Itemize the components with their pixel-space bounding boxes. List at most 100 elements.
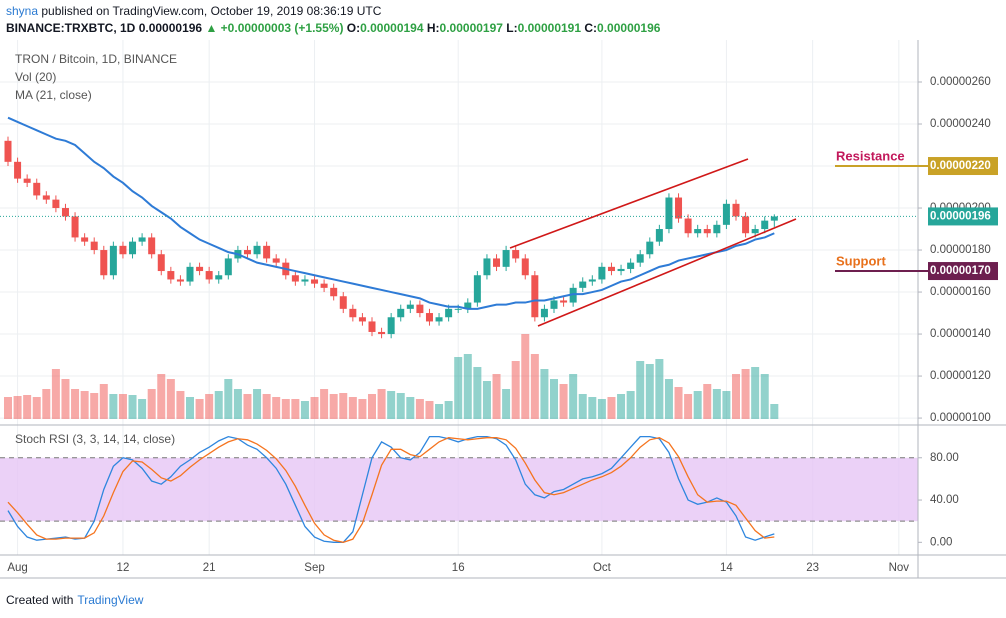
candle-body	[560, 300, 568, 303]
volume-bar	[80, 391, 89, 419]
candle-body	[751, 229, 759, 234]
volume-bar	[770, 404, 779, 419]
y-tick-label: 80.00	[930, 452, 959, 464]
l: 0.00000191	[517, 21, 582, 35]
candle-body	[33, 182, 41, 196]
legend-stoch: Stoch RSI (3, 3, 14, 14, close)	[15, 432, 175, 446]
volume-bar	[51, 369, 60, 419]
candle-body	[215, 275, 223, 280]
candle-body	[272, 258, 280, 263]
candle-body	[81, 237, 89, 242]
symbol: BINANCE:TRXBTC, 1D	[6, 21, 136, 35]
volume-bar	[157, 374, 166, 419]
candle-body	[23, 178, 31, 183]
trend-line	[537, 218, 797, 327]
candle-body	[205, 271, 213, 280]
volume-bar	[61, 379, 70, 419]
volume-bar	[569, 374, 578, 419]
candle-body	[330, 287, 338, 297]
volume-bar	[741, 369, 750, 419]
candle-body	[627, 262, 635, 269]
published: published on TradingView.com, October 19…	[41, 4, 382, 18]
x-tick-label: Sep	[304, 562, 324, 574]
candle-body	[646, 241, 654, 255]
candle-body	[148, 237, 156, 255]
volume-bar	[406, 397, 415, 419]
candle-body	[617, 268, 625, 272]
volume-bar	[300, 401, 309, 419]
volume-bar	[559, 384, 568, 419]
candle-body	[665, 197, 673, 230]
candle-body	[186, 266, 194, 282]
volume-bar	[664, 379, 673, 419]
candle-body	[473, 275, 481, 303]
x-tick-label: Aug	[7, 562, 27, 574]
volume-bar	[521, 334, 530, 419]
candle-body	[655, 229, 663, 242]
candle-body	[770, 216, 778, 221]
level-tag	[928, 157, 998, 176]
brand: TradingView	[77, 593, 144, 607]
volume-bar	[444, 401, 453, 419]
volume-bar	[4, 397, 12, 419]
footer: Created with TradingView	[6, 593, 143, 607]
y-tick-label: 0.00000260	[930, 76, 991, 88]
c: 0.00000196	[597, 21, 661, 35]
volume-bar	[243, 394, 252, 419]
candle-body	[550, 300, 558, 309]
volume-bar	[262, 394, 271, 419]
candle-body	[349, 308, 357, 318]
publish-line: shyna published on TradingView.com, Octo…	[6, 4, 381, 18]
volume-bar	[435, 404, 444, 419]
volume-bar	[722, 391, 731, 419]
candle-body	[569, 287, 577, 303]
x-tick-label: Oct	[593, 562, 612, 574]
volume-bar	[233, 389, 242, 419]
candle-body	[464, 302, 472, 309]
stoch-pane	[0, 425, 918, 555]
symbol-line: BINANCE:TRXBTC, 1D 0.00000196 ▲ +0.00000…	[6, 21, 660, 35]
x-tick-label: Nov	[889, 562, 910, 574]
candle-body	[224, 258, 232, 276]
c-label: C:	[584, 21, 598, 35]
volume-bar	[272, 397, 281, 419]
candle-body	[61, 208, 69, 217]
volume-bar	[281, 399, 290, 419]
candle-body	[416, 304, 424, 314]
x-tick-label: 21	[203, 562, 216, 574]
volume-bar	[607, 397, 616, 419]
candle-body	[502, 250, 510, 267]
level-name: Support	[836, 253, 886, 268]
candle-body	[684, 218, 692, 234]
volume-bar	[684, 394, 693, 419]
volume-bar	[511, 361, 520, 419]
volume-bar	[368, 394, 376, 419]
y-tick-label: 0.00000140	[930, 328, 991, 340]
candle-body	[512, 250, 520, 259]
volume-bar	[626, 391, 635, 419]
volume-bar	[415, 399, 424, 419]
l-label: L:	[506, 21, 518, 35]
candle-body	[579, 281, 587, 288]
trend-line	[509, 158, 749, 249]
candle-body	[253, 245, 261, 255]
candle-body	[425, 313, 433, 322]
volume-bar	[588, 397, 597, 419]
o-label: O:	[346, 21, 361, 35]
candle-body	[71, 216, 79, 238]
volume-bar	[674, 387, 683, 419]
volume-bar	[214, 391, 223, 419]
volume-bar	[186, 397, 194, 419]
volume-bar	[597, 399, 606, 419]
volume-bar	[13, 396, 22, 419]
x-tick-label: 12	[117, 562, 130, 574]
change: +0.00000003 (+1.55%)	[220, 21, 344, 35]
candle-body	[435, 317, 443, 322]
ma-line	[7, 116, 775, 310]
volume-bar	[147, 389, 156, 419]
y-tick-label: 0.00000100	[930, 412, 991, 424]
candle-body	[14, 161, 22, 179]
y-tick-label: 0.00	[930, 536, 952, 548]
